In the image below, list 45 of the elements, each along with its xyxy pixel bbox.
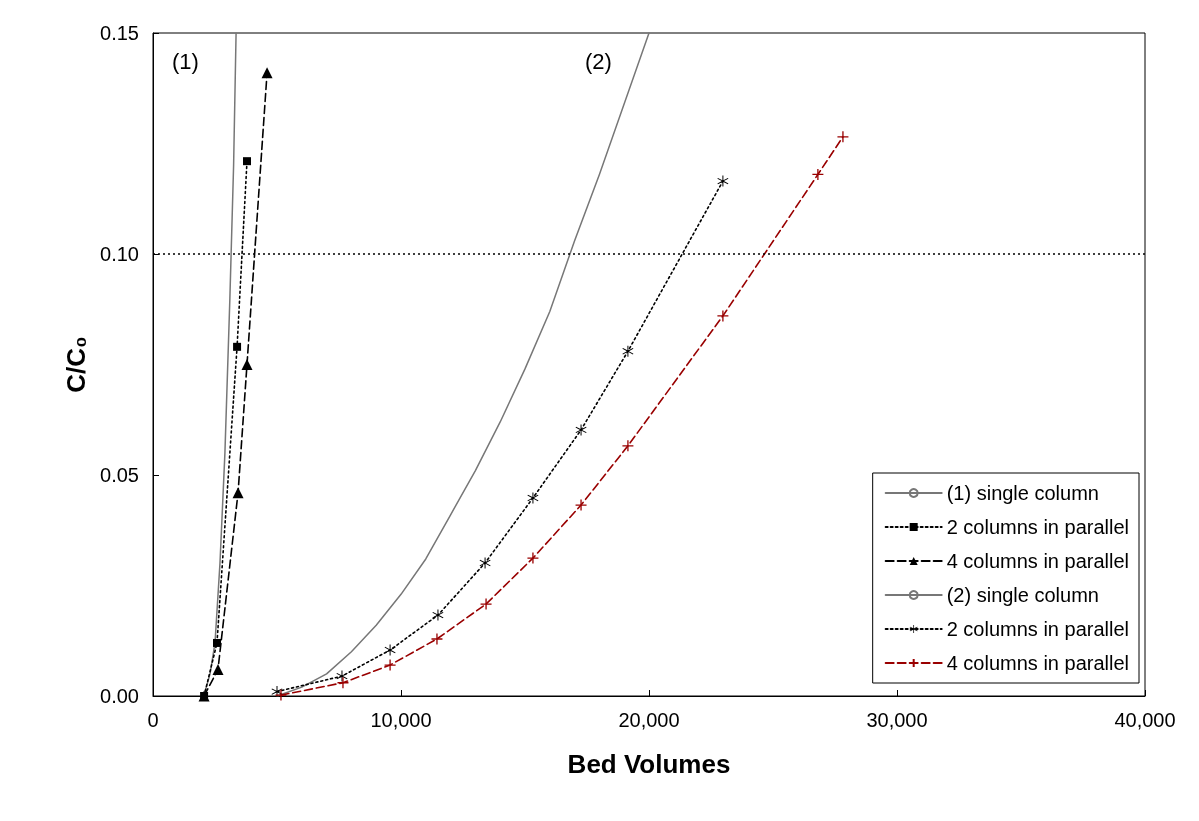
legend-label: 4 columns in parallel [946,652,1130,674]
x-tick-label: 0 [147,709,159,731]
y-tick-label: 0.15 [100,22,139,44]
point [212,663,224,675]
x-tick-label: 40,000 [1114,709,1176,731]
y-tick-label: 0.00 [100,685,139,707]
point [717,175,729,187]
x-tick-label: 20,000 [618,709,680,731]
point [242,157,251,166]
point [336,670,348,682]
legend-label: 2 columns in parallel [946,516,1130,538]
y-tick-label: 0.10 [100,243,139,265]
point [212,638,221,647]
annotation: (1) [172,48,199,74]
point [233,342,242,351]
point [575,424,587,436]
point [716,309,730,323]
point [527,492,539,504]
y-axis-title: C/C₀ [61,336,92,393]
point [241,359,253,370]
point [621,439,635,452]
point [336,676,350,689]
point [232,487,244,499]
point [526,551,540,565]
point [274,688,288,702]
y-tick-label: 0.05 [100,464,139,486]
point [622,345,634,357]
point [384,644,396,656]
x-tick-label: 10,000 [370,709,432,731]
point [811,168,825,181]
point [574,498,588,512]
point [479,557,491,569]
x-axis-title: Bed Volumes [567,749,731,779]
point [479,597,493,611]
legend-label: (2) single column [946,584,1099,606]
point [430,632,444,646]
point [432,609,444,621]
point [836,130,850,144]
legend-label: 2 columns in parallel [946,618,1130,640]
annotation: (2) [585,48,612,74]
legend-label: (1) single column [946,482,1099,504]
point [261,67,273,79]
point [383,658,397,672]
x-tick-label: 30,000 [866,709,928,731]
legend-label: 4 columns in parallel [946,550,1130,572]
